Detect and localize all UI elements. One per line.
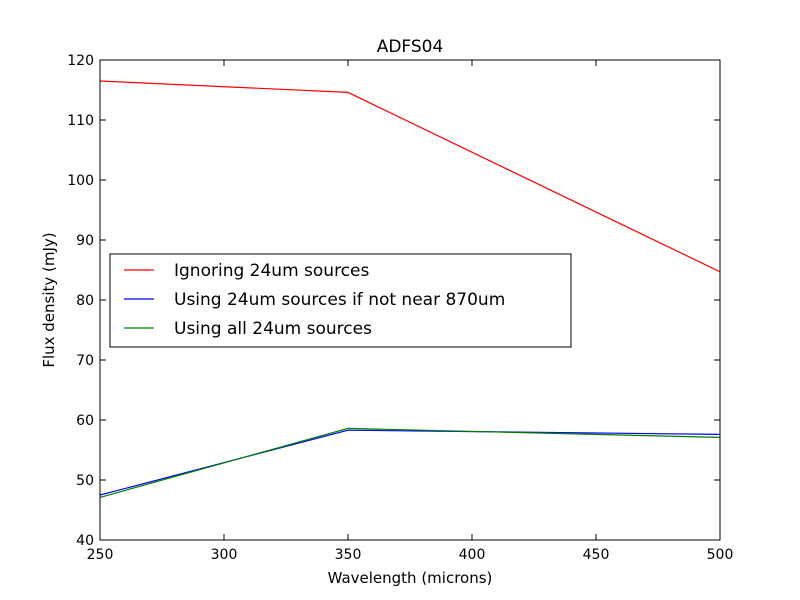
legend-frame xyxy=(109,253,572,348)
y-tick-label-60: 60 xyxy=(76,413,94,429)
ticks-layer: 250 300 350 400 450 500 40 50 60 70 80 90 100 110 120 xyxy=(67,53,733,563)
x-tick-label-400: 400 xyxy=(459,547,486,563)
y-tick-label-70: 70 xyxy=(76,353,94,369)
x-tick-label-500: 500 xyxy=(707,547,734,563)
legend: Ignoring 24um sources Using 24um sources … xyxy=(109,253,572,348)
y-tick-label-80: 80 xyxy=(76,293,94,309)
series-layer xyxy=(99,80,721,498)
y-axis-title: Flux density (mJy) xyxy=(40,232,58,367)
x-tick-label-350: 350 xyxy=(335,547,362,563)
legend-label-3: Using all 24um sources xyxy=(174,319,372,339)
y-tick-label-90: 90 xyxy=(76,233,94,249)
x-tick-label-300: 300 xyxy=(211,547,238,563)
series-line-1 xyxy=(99,80,721,273)
y-tick-label-40: 40 xyxy=(76,533,94,549)
x-tick-label-450: 450 xyxy=(583,547,610,563)
legend-label-2: Using 24um sources if not near 870um xyxy=(174,290,505,310)
y-tick-label-110: 110 xyxy=(67,113,94,129)
y-tick-label-120: 120 xyxy=(67,53,94,69)
y-tick-label-50: 50 xyxy=(76,473,94,489)
chart-title: ADFS04 xyxy=(377,37,444,57)
y-tick-label-100: 100 xyxy=(67,173,94,189)
x-axis-title: Wavelength (microns) xyxy=(328,569,493,587)
x-tick-label-250: 250 xyxy=(87,547,114,563)
series-line-3 xyxy=(99,427,721,498)
legend-label-1: Ignoring 24um sources xyxy=(174,261,369,281)
series-line-2 xyxy=(99,429,721,496)
